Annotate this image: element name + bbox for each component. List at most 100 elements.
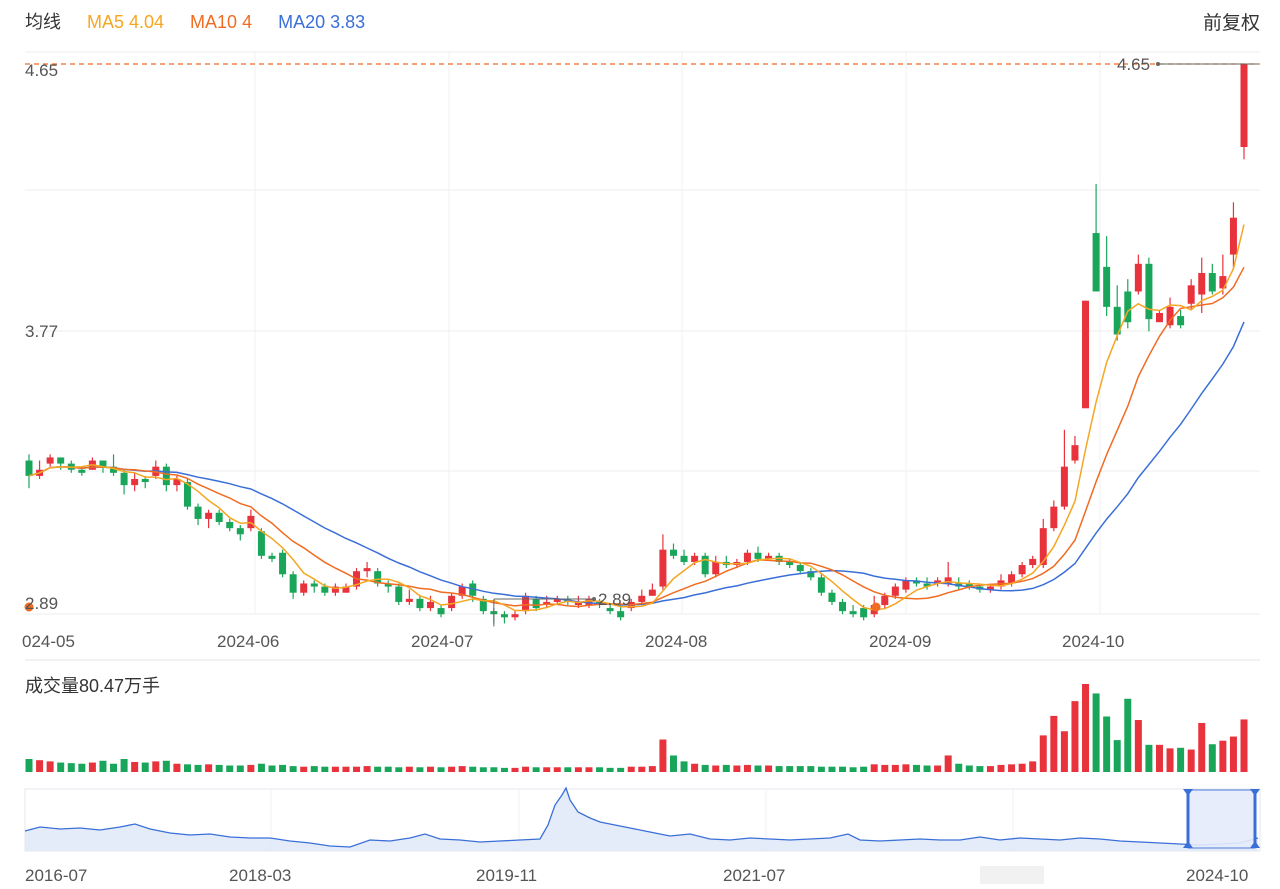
candle-body	[426, 601, 434, 609]
volume-bar	[374, 766, 382, 772]
overview-selection	[1187, 789, 1256, 849]
volume-bar	[944, 755, 952, 772]
volume-bar	[289, 766, 297, 772]
volume-bar	[553, 767, 561, 772]
volume-bar	[479, 767, 487, 772]
volume-bar	[1134, 720, 1142, 772]
x-tick-label: 2024-10	[1062, 632, 1124, 651]
high-annotation-label: 4.65	[1117, 55, 1150, 74]
candle-body	[1018, 565, 1026, 575]
volume-bar	[183, 764, 191, 772]
overview-blur-mark	[980, 866, 1044, 884]
volume-bar	[78, 763, 86, 772]
candle-body	[1240, 64, 1248, 147]
candle-body	[331, 586, 339, 593]
candle-body	[701, 555, 709, 575]
volume-bar	[680, 761, 688, 772]
candle-body	[183, 482, 191, 507]
overview-x-tick-label: 2021-07	[723, 866, 785, 885]
volume-bar	[923, 765, 931, 772]
candle-body	[765, 555, 773, 559]
volume-bar	[860, 766, 868, 772]
legend-ma10: MA10 4	[190, 12, 253, 32]
candle-body	[1008, 574, 1016, 584]
candle-body	[141, 478, 149, 483]
volume-bar	[458, 766, 466, 772]
candle-body	[342, 586, 350, 593]
volume-bar	[1166, 748, 1174, 772]
volume-bar	[1187, 749, 1195, 772]
volume-bar	[765, 765, 773, 772]
event-marker	[24, 602, 34, 612]
candle-body	[226, 522, 234, 529]
volume-bar	[1008, 764, 1016, 772]
overview-x-tick-label: 2019-11	[476, 866, 537, 885]
candle-body	[617, 611, 625, 618]
volume-bar	[1240, 719, 1248, 772]
volume-bar	[88, 762, 96, 772]
candle-body	[131, 478, 139, 486]
low-annotation-dot	[592, 597, 596, 601]
x-tick-label: 2024-09	[869, 632, 931, 651]
volume-bar	[268, 765, 276, 772]
volume-bar	[828, 766, 836, 772]
candle-body	[1198, 273, 1206, 295]
candle-body	[1071, 445, 1079, 461]
volume-bar	[606, 767, 614, 772]
adjust-mode-toggle[interactable]: 前复权	[1202, 13, 1260, 34]
ma5-line	[28, 224, 1245, 612]
candle-body	[796, 565, 804, 572]
volume-bar	[934, 765, 942, 772]
volume-bar	[1018, 763, 1026, 772]
candle-body	[1060, 466, 1068, 507]
candle-body	[279, 552, 287, 575]
ma20-line	[28, 321, 1245, 606]
volume-bar	[1229, 736, 1237, 772]
candle-body	[934, 580, 942, 584]
volume-bar	[564, 767, 572, 772]
volume-bar	[511, 767, 519, 772]
ma-legend: 均线 MA5 4.04 MA10 4 MA20 3.83	[25, 8, 391, 34]
volume-bar	[839, 766, 847, 772]
volume-bar	[152, 761, 160, 772]
candle-body	[110, 466, 118, 473]
candle-body	[321, 586, 329, 593]
candle-body	[120, 472, 128, 486]
volume-bar	[416, 767, 424, 772]
volume-bar	[691, 763, 699, 772]
candle-body	[479, 598, 487, 612]
overview-x-tick-label: 2016-07	[25, 866, 87, 885]
candle-body	[1103, 266, 1111, 307]
volume-bar	[965, 765, 973, 772]
volume-title: 成交量80.47万手	[25, 676, 161, 696]
candle-body	[437, 608, 445, 615]
volume-bar	[1219, 740, 1227, 772]
volume-bar	[807, 766, 815, 772]
volume-bar	[617, 767, 625, 772]
candle-body	[891, 586, 899, 596]
candle-body	[553, 598, 561, 602]
x-tick-label: 024-05	[22, 632, 75, 651]
volume-bar	[701, 764, 709, 772]
candle-body	[691, 555, 699, 562]
candle-body	[384, 583, 392, 587]
volume-bar	[236, 765, 244, 772]
candle-body	[1187, 285, 1195, 304]
volume-bar	[363, 766, 371, 772]
candle-body	[78, 469, 86, 473]
volume-bar	[194, 764, 202, 772]
candle-body	[205, 512, 213, 519]
candle-body	[236, 528, 244, 535]
volume-bar	[638, 766, 646, 772]
overview-x-tick-label: 2018-03	[229, 866, 291, 885]
volume-bar	[1124, 698, 1132, 772]
volume-bar	[1060, 731, 1068, 772]
candle-body	[1145, 263, 1153, 320]
volume-bar	[817, 766, 825, 772]
volume-bar	[110, 763, 118, 772]
volume-bar	[279, 764, 287, 772]
volume-bar	[1029, 761, 1037, 772]
volume-bar	[1208, 744, 1216, 772]
volume-bar	[543, 767, 551, 772]
volume-bar	[775, 766, 783, 772]
